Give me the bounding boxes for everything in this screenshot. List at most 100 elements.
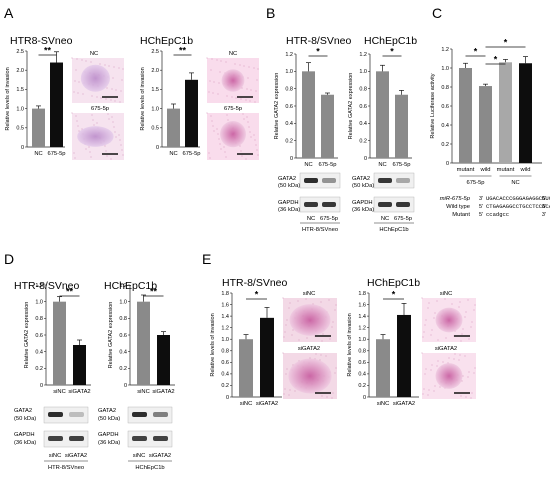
stain-speckle <box>213 81 215 83</box>
stain-speckle <box>100 97 102 99</box>
stain-speckle <box>430 369 432 371</box>
bar-chart-D-left: 0 0.2 0.4 0.6 0.8 1.0 1.2 Relative GATA2 expres… <box>24 283 91 395</box>
stain-speckle <box>118 67 120 69</box>
stain-speckle <box>433 317 435 319</box>
stain-speckle <box>320 354 322 356</box>
stain-speckle <box>315 353 317 355</box>
blot-strip-gata2 <box>127 406 173 424</box>
stain-speckle <box>288 394 290 396</box>
y-axis-label: Relative GATA2 expression <box>274 73 280 140</box>
y-tick-label: 1.0 <box>221 337 229 343</box>
stain-speckle <box>71 57 73 59</box>
y-tick-label: 1.2 <box>358 325 366 331</box>
micrograph-A-left-675 <box>71 112 124 160</box>
stain-speckle <box>431 364 433 366</box>
stain-speckle <box>298 339 300 341</box>
stain-speckle <box>211 58 213 60</box>
blot-label-gapdh-kda: (36 kDa) <box>14 440 36 446</box>
stain-speckle <box>474 367 476 369</box>
bar <box>397 314 411 397</box>
stain-speckle <box>297 300 299 302</box>
y-axis-label: Relative GATA2 expression <box>348 73 354 140</box>
stain-speckle <box>465 311 467 313</box>
stain-speckle <box>461 333 463 335</box>
bar-chart-B-right: 0 0.2 0.4 0.6 0.8 1.0 1.2 Relative GATA2 expres… <box>348 47 412 168</box>
y-tick-label: 0.8 <box>358 349 366 355</box>
stain-speckle <box>120 144 122 146</box>
blot-band <box>378 178 392 183</box>
stain-speckle <box>81 128 83 130</box>
y-tick-label: 0.6 <box>359 104 367 110</box>
stain-speckle <box>255 90 257 92</box>
lane-label: NC <box>307 216 315 222</box>
bar-chart-E-right: 0 0.2 0.4 0.6 0.8 1.0 1.2 1.4 1.6 1.8 Relative lev… <box>347 290 419 407</box>
lane-label: siGATA2 <box>149 453 171 459</box>
y-tick-label: 0.6 <box>119 333 127 339</box>
micrograph-A-right-NC <box>206 57 259 103</box>
western-blot-D-right <box>127 406 173 462</box>
y-tick-label: 1.6 <box>358 302 366 308</box>
stain-speckle <box>326 396 328 398</box>
micrograph-E-left-siGATA2 <box>282 352 337 399</box>
stain-speckle <box>245 99 247 101</box>
y-tick-label: 1.8 <box>221 291 229 297</box>
stain-speckle <box>118 134 120 136</box>
stain-speckle <box>206 57 208 59</box>
stain-speckle <box>334 372 336 374</box>
stain-speckle <box>113 66 115 68</box>
stain-speckle <box>226 114 228 116</box>
x-tick-label: NC <box>169 151 177 157</box>
x-tick-label: siGATA2 <box>68 389 90 395</box>
x-tick-label: siNC <box>137 389 150 395</box>
stained-region <box>77 126 114 147</box>
bar <box>395 94 408 158</box>
panel-letter-B: B <box>266 5 275 21</box>
stain-speckle <box>430 334 432 336</box>
y-tick-label: 1.5 <box>151 87 159 93</box>
stain-speckle <box>256 79 258 81</box>
stain-speckle <box>283 336 285 338</box>
stain-speckle <box>114 100 116 102</box>
x-tick-label: wild <box>520 167 531 173</box>
stain-speckle <box>436 365 438 367</box>
blot-strip-gata2 <box>299 172 341 189</box>
western-blot-B-left <box>299 172 341 224</box>
stain-speckle <box>425 368 427 370</box>
bar <box>519 63 532 163</box>
stain-speckle <box>249 100 251 102</box>
bar <box>459 68 472 163</box>
stain-speckle <box>322 333 324 335</box>
chart-title-A-left: HTR8-SVneo <box>10 35 73 47</box>
significance-marker: * <box>255 290 259 300</box>
stain-speckle <box>331 397 333 399</box>
chart-title-E-left: HTR-8/SVneo <box>222 277 288 289</box>
chart-title-A-right: HChEpC1b <box>140 35 193 47</box>
blot-band <box>396 178 410 183</box>
stain-speckle <box>282 352 284 354</box>
y-tick-label: 1.0 <box>16 106 24 112</box>
x-tick-label: siNC <box>53 389 66 395</box>
stain-speckle <box>256 149 258 151</box>
blot-label-gapdh: GAPDH <box>278 200 299 206</box>
x-tick-label: siNC <box>377 401 390 407</box>
panel-letter-E: E <box>202 251 211 267</box>
blot-band <box>322 202 336 207</box>
stain-speckle <box>91 95 93 97</box>
blot-label-gapdh-kda: (36 kDa) <box>352 207 374 213</box>
stain-speckle <box>209 80 211 82</box>
y-tick-label: 1.2 <box>285 52 293 58</box>
stain-speckle <box>334 309 336 311</box>
cell-line-label: HTR-8/SVneo <box>48 465 84 471</box>
stain-speckle <box>226 95 228 97</box>
stain-speckle <box>284 331 286 333</box>
y-tick-label: 0.4 <box>285 121 293 127</box>
micrograph-label: NC <box>229 51 237 57</box>
stain-speckle <box>428 302 430 304</box>
stain-speckle <box>212 125 214 127</box>
stain-speckle <box>428 389 430 391</box>
stain-speckle <box>77 92 79 94</box>
stain-speckle <box>76 58 78 60</box>
sequence-suffix: 3' <box>542 204 546 210</box>
stain-speckle <box>208 152 210 154</box>
